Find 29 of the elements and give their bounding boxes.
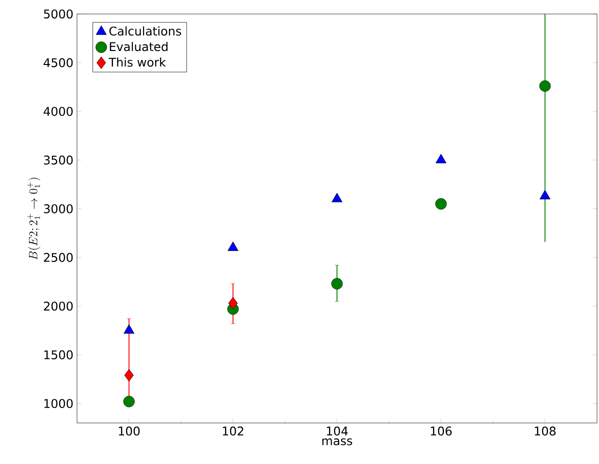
x-tick-label: 108 [534, 426, 556, 436]
x-tick-label: 102 [222, 426, 244, 436]
y-tick-label: 4000 [44, 106, 73, 116]
point [228, 242, 238, 251]
point [124, 324, 134, 334]
y-tick-label: 3500 [44, 156, 73, 165]
y-tick-label: 5000 [44, 9, 73, 19]
y-tick-label: 1500 [44, 350, 73, 360]
y-tick-label: 2500 [44, 252, 73, 262]
y-tick-label: 4500 [44, 58, 73, 68]
y-tick-label: 2000 [44, 302, 73, 311]
point [124, 369, 134, 382]
legend-label: Calculations [109, 26, 182, 36]
point [540, 190, 550, 200]
legend-label: Evaluated [110, 42, 168, 52]
point [436, 154, 446, 164]
x-axis-title: mass [322, 438, 352, 446]
point [435, 198, 447, 210]
legend-label: This work [108, 57, 166, 67]
y-axis-title: $B(E2;2_1^+\rightarrow 0_1^+)$ [27, 178, 40, 260]
point [228, 297, 238, 310]
x-tick-label: 106 [430, 426, 452, 436]
x-tick-label: 100 [118, 426, 140, 436]
point [123, 396, 135, 408]
x-tick-label: 104 [326, 426, 348, 436]
point [332, 192, 342, 202]
point [331, 278, 343, 290]
y-tick-label: 1000 [44, 398, 73, 408]
y-tick-label: 3000 [44, 204, 73, 214]
